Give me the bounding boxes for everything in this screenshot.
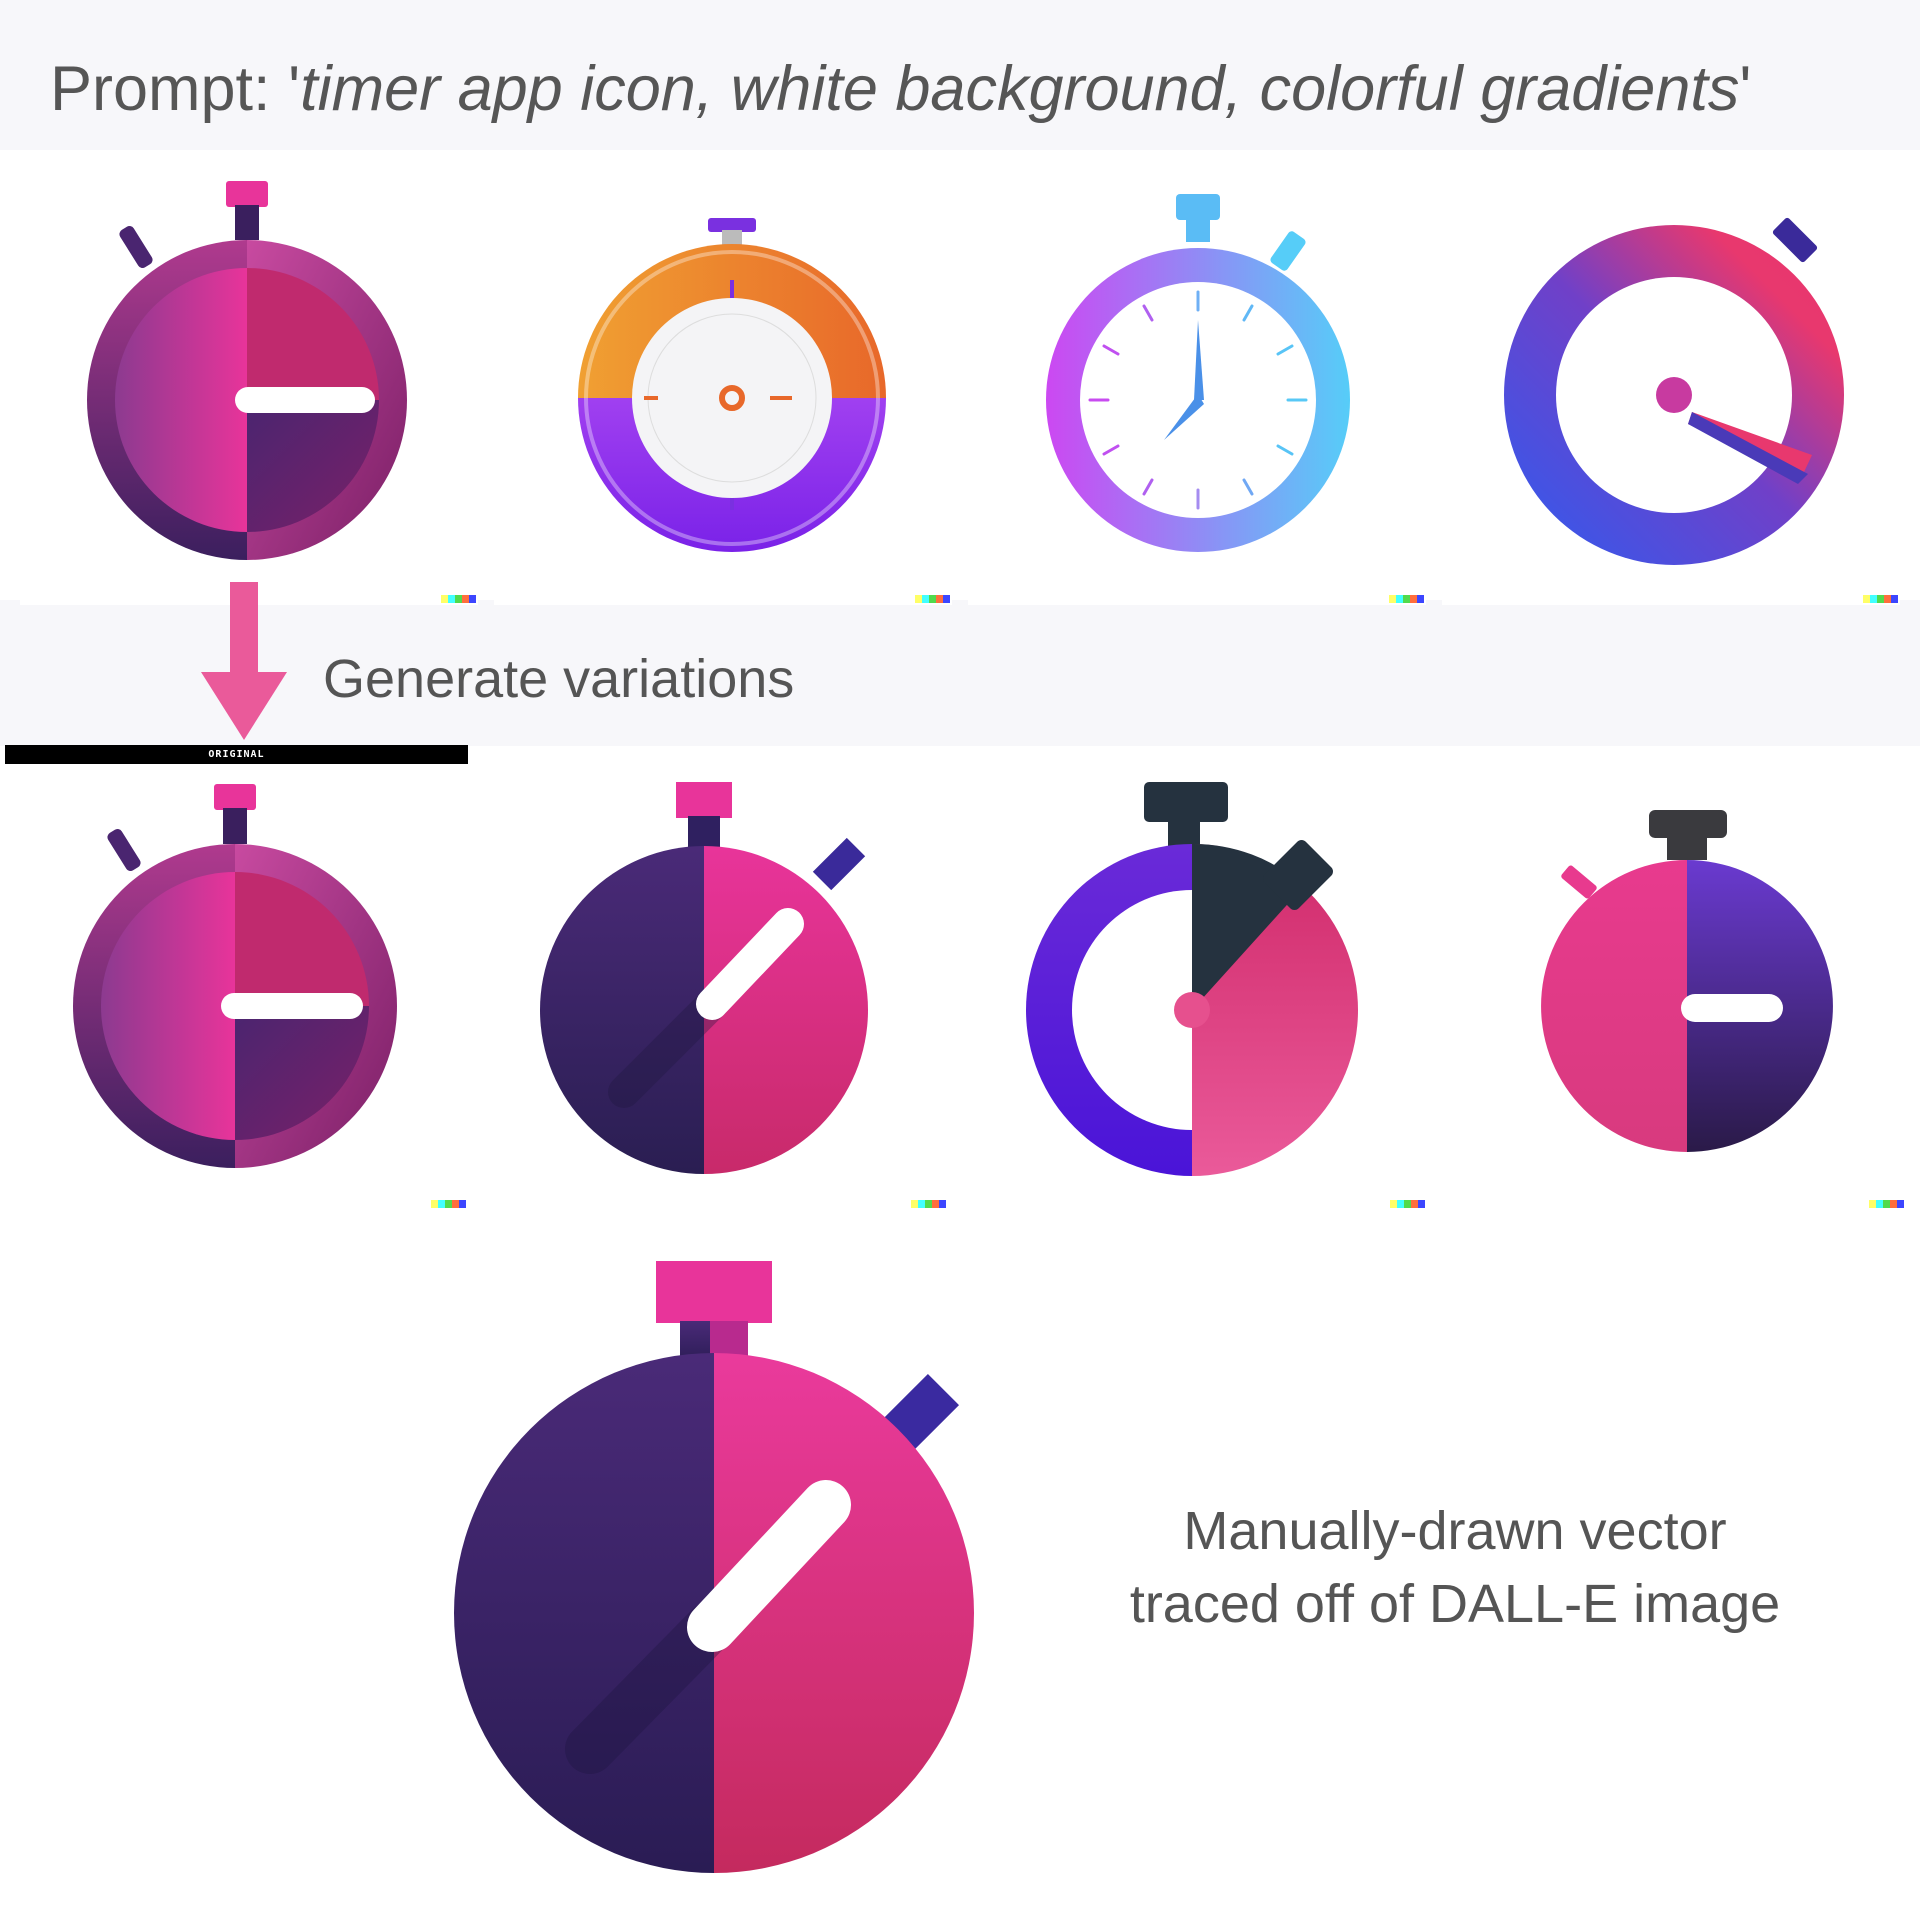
prompt-text: timer app icon, white background, colorf… bbox=[300, 54, 1740, 124]
final-caption-line-1: Manually-drawn vector bbox=[1183, 1501, 1727, 1561]
small-stopwatch-icon bbox=[1541, 810, 1833, 1152]
diagonal-hand-stopwatch-icon bbox=[540, 782, 868, 1174]
split-stopwatch-icon bbox=[87, 181, 407, 560]
ring-half-stopwatch-icon bbox=[1026, 782, 1358, 1176]
watermark-icon bbox=[1869, 1200, 1904, 1208]
watermark-icon bbox=[915, 595, 950, 603]
watermark-icon bbox=[431, 1200, 466, 1208]
header-band bbox=[0, 0, 1920, 150]
watermark-icon bbox=[1863, 595, 1898, 603]
clock-face-stopwatch-icon bbox=[1046, 194, 1350, 552]
prompt-prefix: Prompt: ' bbox=[50, 54, 301, 124]
generate-variations-label: Generate variations bbox=[323, 649, 795, 709]
tile-row2-3 bbox=[964, 746, 1427, 1210]
final-vector-stopwatch-icon bbox=[454, 1261, 974, 1873]
tile-row2-4 bbox=[1443, 746, 1906, 1210]
split-stopwatch-icon bbox=[73, 784, 397, 1168]
tile-row1-1 bbox=[20, 150, 478, 605]
ring-timer-icon bbox=[1504, 217, 1844, 565]
arrow-down-icon bbox=[201, 582, 287, 740]
watermark-icon bbox=[1390, 1200, 1425, 1208]
prompt-title: Prompt: 'timer app icon, white backgroun… bbox=[50, 58, 1910, 121]
step-band bbox=[0, 600, 1920, 746]
tile-row1-2 bbox=[494, 150, 952, 605]
prompt-suffix: ' bbox=[1739, 54, 1752, 124]
tile-row2-1 bbox=[5, 764, 468, 1210]
watermark-icon bbox=[441, 595, 476, 603]
watermark-icon bbox=[1389, 595, 1424, 603]
tile-row1-4 bbox=[1442, 150, 1900, 605]
final-caption: Manually-drawn vector traced off of DALL… bbox=[1035, 1495, 1875, 1641]
tile-row2-2 bbox=[484, 746, 948, 1210]
watermark-icon bbox=[911, 1200, 946, 1208]
tile-row1-3 bbox=[968, 150, 1426, 605]
final-caption-line-2: traced off of DALL-E image bbox=[1129, 1573, 1781, 1634]
glossy-stopwatch-icon bbox=[578, 218, 886, 552]
original-label: ORIGINAL bbox=[5, 745, 468, 764]
